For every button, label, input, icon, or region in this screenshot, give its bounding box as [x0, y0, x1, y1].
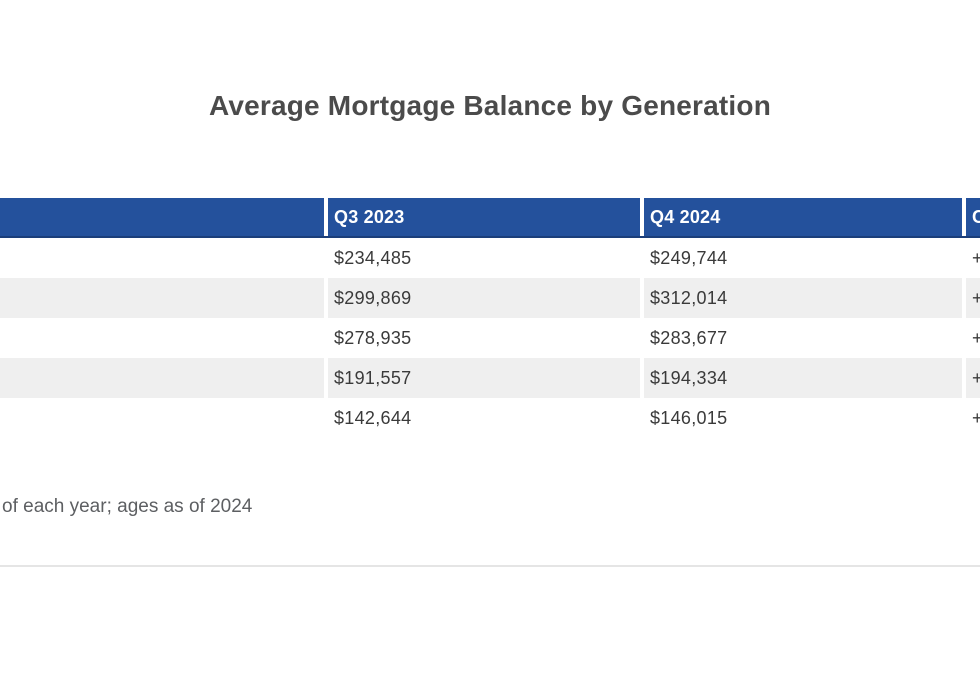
table-cell-generation	[0, 358, 324, 398]
table-title: Average Mortgage Balance by Generation	[208, 90, 772, 121]
table-cell-change: +	[962, 398, 980, 438]
table-cell-q4-2024: $194,334	[640, 358, 962, 398]
table-row: $234,485 $249,744 +	[0, 238, 980, 278]
table-cell-q3-2023: $299,869	[324, 278, 640, 318]
table-row: $191,557 $194,334 +	[0, 358, 980, 398]
table-row: $142,644 $146,015 +	[0, 398, 980, 438]
column-header-q4-2024: Q4 2024	[640, 198, 962, 236]
table-cell-q4-2024: $146,015	[640, 398, 962, 438]
table-cell-q3-2023: $278,935	[324, 318, 640, 358]
section-divider	[0, 565, 980, 567]
table-cell-change: +	[962, 238, 980, 278]
table-cell-generation	[0, 398, 324, 438]
table-cell-q4-2024: $312,014	[640, 278, 962, 318]
source-note: of each year; ages as of 2024	[2, 496, 253, 517]
table-row: $278,935 $283,677 +	[0, 318, 980, 358]
table-cell-generation	[0, 278, 324, 318]
table-body: $234,485 $249,744 + $299,869 $312,014 + …	[0, 238, 980, 438]
table-cell-q3-2023: $234,485	[324, 238, 640, 278]
column-header-change: C	[962, 198, 980, 236]
column-header-q3-2023: Q3 2023	[324, 198, 640, 236]
table-row: $299,869 $312,014 +	[0, 278, 980, 318]
mortgage-balance-table: Q3 2023 Q4 2024 C $234,485 $249,744 + $2…	[0, 198, 980, 438]
column-header-generation	[0, 198, 324, 236]
table-cell-generation	[0, 238, 324, 278]
table-header-row: Q3 2023 Q4 2024 C	[0, 198, 980, 238]
table-cell-generation	[0, 318, 324, 358]
table-cell-q4-2024: $283,677	[640, 318, 962, 358]
table-cell-q3-2023: $142,644	[324, 398, 640, 438]
table-cell-change: +	[962, 278, 980, 318]
table-cell-q3-2023: $191,557	[324, 358, 640, 398]
table-cell-q4-2024: $249,744	[640, 238, 962, 278]
table-cell-change: +	[962, 358, 980, 398]
table-cell-change: +	[962, 318, 980, 358]
